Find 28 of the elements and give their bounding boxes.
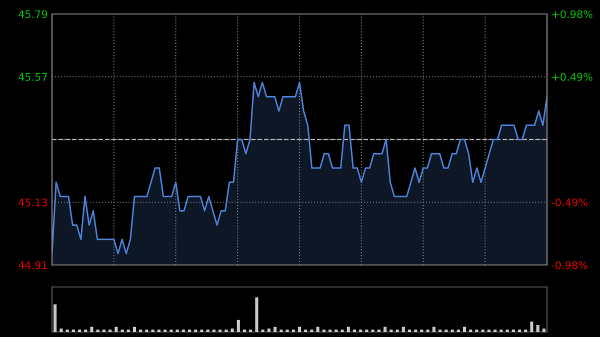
- bar: [346, 326, 350, 332]
- bar: [542, 328, 546, 332]
- bar: [90, 326, 94, 332]
- y2-tick-label: -0.98%: [552, 261, 588, 270]
- bar: [316, 326, 320, 332]
- bar: [236, 320, 240, 332]
- bar: [530, 322, 534, 332]
- y-tick-label: 45.57: [18, 73, 47, 81]
- bar: [536, 325, 540, 332]
- bar: [432, 326, 436, 332]
- y-tick-label: 44.91: [18, 261, 47, 270]
- bar: [132, 326, 136, 332]
- y-tick-label: 45.79: [18, 10, 48, 18]
- bar: [230, 328, 234, 332]
- bar: [114, 326, 118, 332]
- y2-tick-label: +0.49%: [552, 72, 592, 81]
- bar: [384, 326, 387, 332]
- y-tick-label: 45.13: [18, 198, 47, 206]
- bar: [298, 326, 302, 332]
- bar: [54, 304, 57, 332]
- bar: [402, 326, 405, 332]
- bar: [60, 328, 63, 332]
- y2-tick-label: +0.98%: [552, 10, 592, 18]
- bar: [462, 326, 466, 332]
- y2-tick-label: -0.49%: [552, 198, 588, 206]
- bar: [274, 326, 277, 332]
- bar: [267, 328, 270, 332]
- bar: [255, 297, 258, 332]
